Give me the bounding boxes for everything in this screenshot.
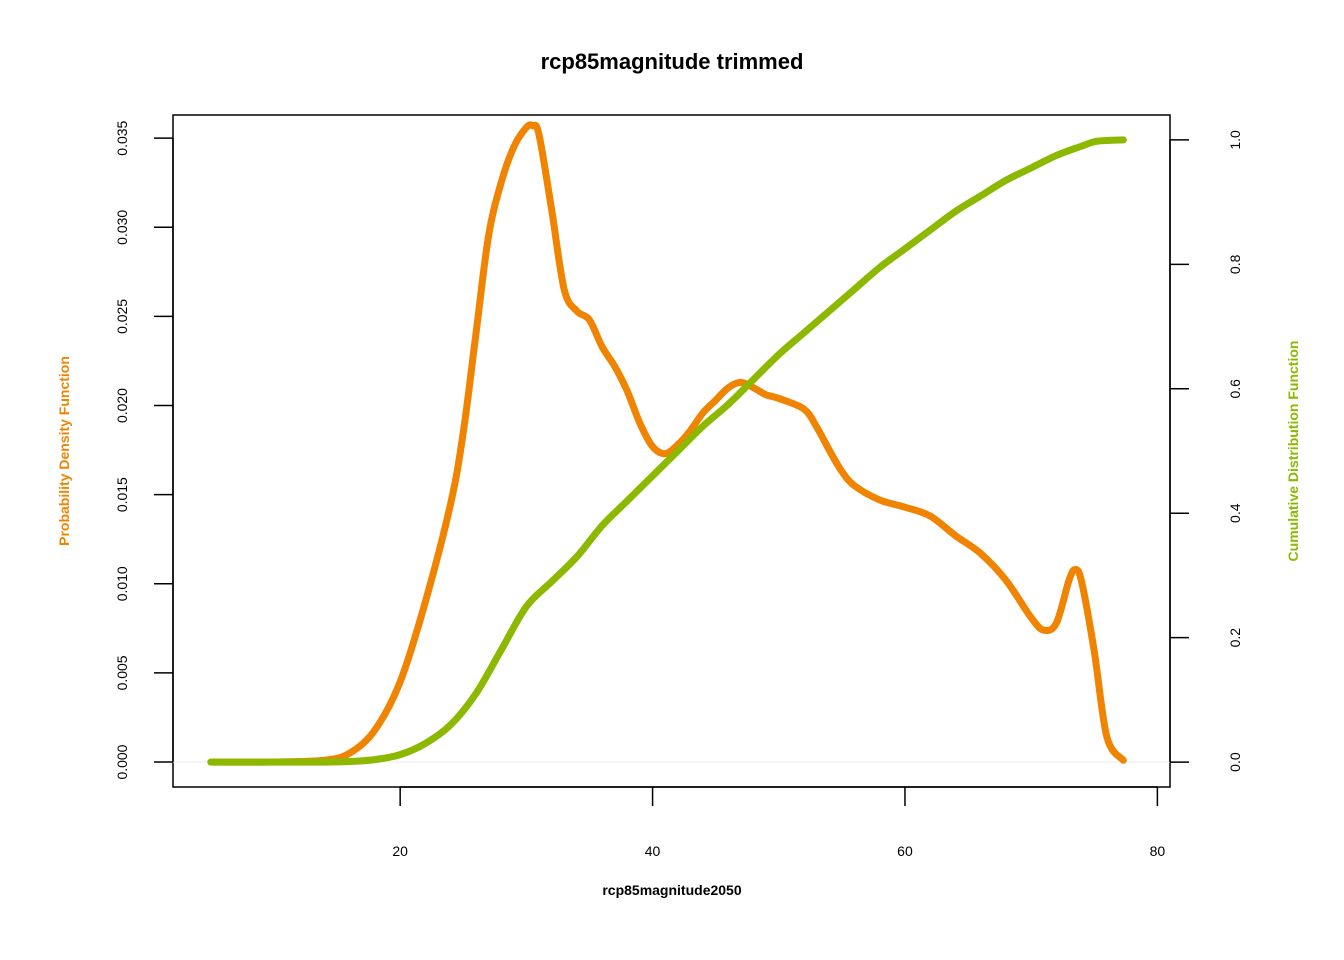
y-left-tick-label: 0.035 — [114, 120, 130, 155]
x-tick-label: 80 — [1150, 843, 1166, 859]
y-left-tick-label: 0.000 — [114, 744, 130, 779]
y-axis-left-label: Probability Density Function — [56, 356, 72, 546]
y-axis-left: 0.000 0.005 0.010 0.015 0.020 0.025 0.030 0.035 — [114, 120, 174, 780]
y-left-tick-label: 0.010 — [114, 566, 130, 601]
x-tick-label: 60 — [897, 843, 913, 859]
y-left-tick-label: 0.005 — [114, 655, 130, 690]
y-left-tick-label: 0.015 — [114, 477, 130, 512]
y-right-tick-label: 0.0 — [1227, 752, 1243, 772]
y-left-tick-label: 0.025 — [114, 299, 130, 334]
y-right-tick-label: 1.0 — [1227, 130, 1243, 150]
y-axis-right: 0.0 0.2 0.4 0.6 0.8 1.0 — [1169, 130, 1243, 772]
x-tick-label: 20 — [392, 843, 408, 859]
y-left-tick-label: 0.030 — [114, 210, 130, 245]
x-tick-label: 40 — [645, 843, 661, 859]
cdf-series-line — [207, 136, 1127, 766]
y-axis-right-label: Cumulative Distribution Function — [1285, 341, 1301, 562]
y-right-tick-label: 0.8 — [1227, 254, 1243, 274]
x-axis-label: rcp85magnitude2050 — [602, 882, 741, 898]
series-group — [207, 121, 1127, 766]
y-right-tick-label: 0.2 — [1227, 628, 1243, 648]
y-right-tick-label: 0.6 — [1227, 379, 1243, 399]
y-right-tick-label: 0.4 — [1227, 503, 1243, 523]
pdf-series-line — [207, 121, 1127, 766]
x-axis: 20 40 60 80 — [392, 786, 1166, 859]
chart-title: rcp85magnitude trimmed — [541, 49, 804, 74]
y-left-tick-label: 0.020 — [114, 388, 130, 423]
